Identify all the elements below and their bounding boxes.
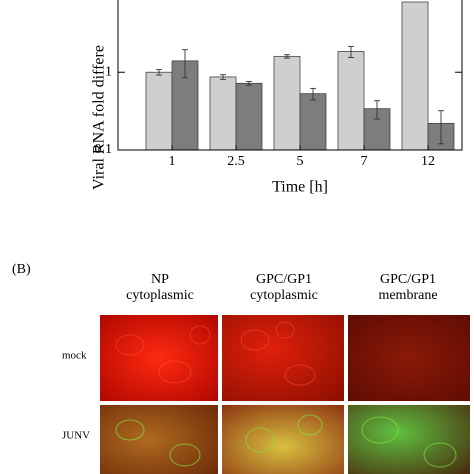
column-header: cytoplasmic	[250, 288, 318, 303]
error-bar	[374, 100, 380, 120]
column-header: membrane	[378, 288, 437, 303]
micrograph	[348, 315, 470, 401]
cell-outlines	[115, 414, 457, 468]
x-tick-label: 2.5	[227, 154, 245, 169]
micrograph	[100, 315, 218, 401]
plot-area	[145, 1, 455, 150]
x-tick-label: 1	[169, 154, 176, 169]
y-tick-label: 1	[105, 64, 112, 79]
error-bar	[348, 45, 354, 58]
micrograph	[100, 405, 218, 474]
micrograph	[222, 315, 344, 401]
axis-frame	[117, 0, 463, 151]
x-tick-label: 7	[361, 154, 368, 169]
error-bar	[182, 49, 188, 79]
error-bar	[220, 74, 226, 80]
row-label: JUNV	[62, 430, 90, 442]
micrograph	[222, 405, 344, 474]
column-header: cytoplasmic	[126, 288, 194, 303]
x-tick-label: 5	[297, 154, 304, 169]
column-header: GPC/GP1	[256, 272, 312, 287]
column-header: NP	[151, 272, 169, 287]
panel-label: (B)	[12, 262, 31, 277]
error-bar	[284, 54, 290, 59]
bar	[273, 55, 301, 150]
y-tick-label: 0.1	[95, 142, 113, 157]
column-header: GPC/GP1	[380, 272, 436, 287]
bar	[337, 51, 365, 150]
error-bar	[156, 69, 162, 76]
error-bar	[438, 110, 444, 145]
bar	[145, 71, 173, 150]
cell-outlines	[115, 321, 316, 386]
bar	[235, 82, 263, 150]
bar	[299, 93, 327, 150]
bar	[209, 76, 237, 150]
x-axis-label: Time [h]	[272, 179, 328, 196]
error-bar	[246, 81, 252, 86]
bar	[401, 1, 429, 150]
row-label: mock	[62, 350, 87, 362]
y-axis-label: Viral RNA fold differe	[91, 45, 108, 190]
x-tick-label: 12	[421, 154, 435, 169]
error-bar	[310, 87, 316, 101]
